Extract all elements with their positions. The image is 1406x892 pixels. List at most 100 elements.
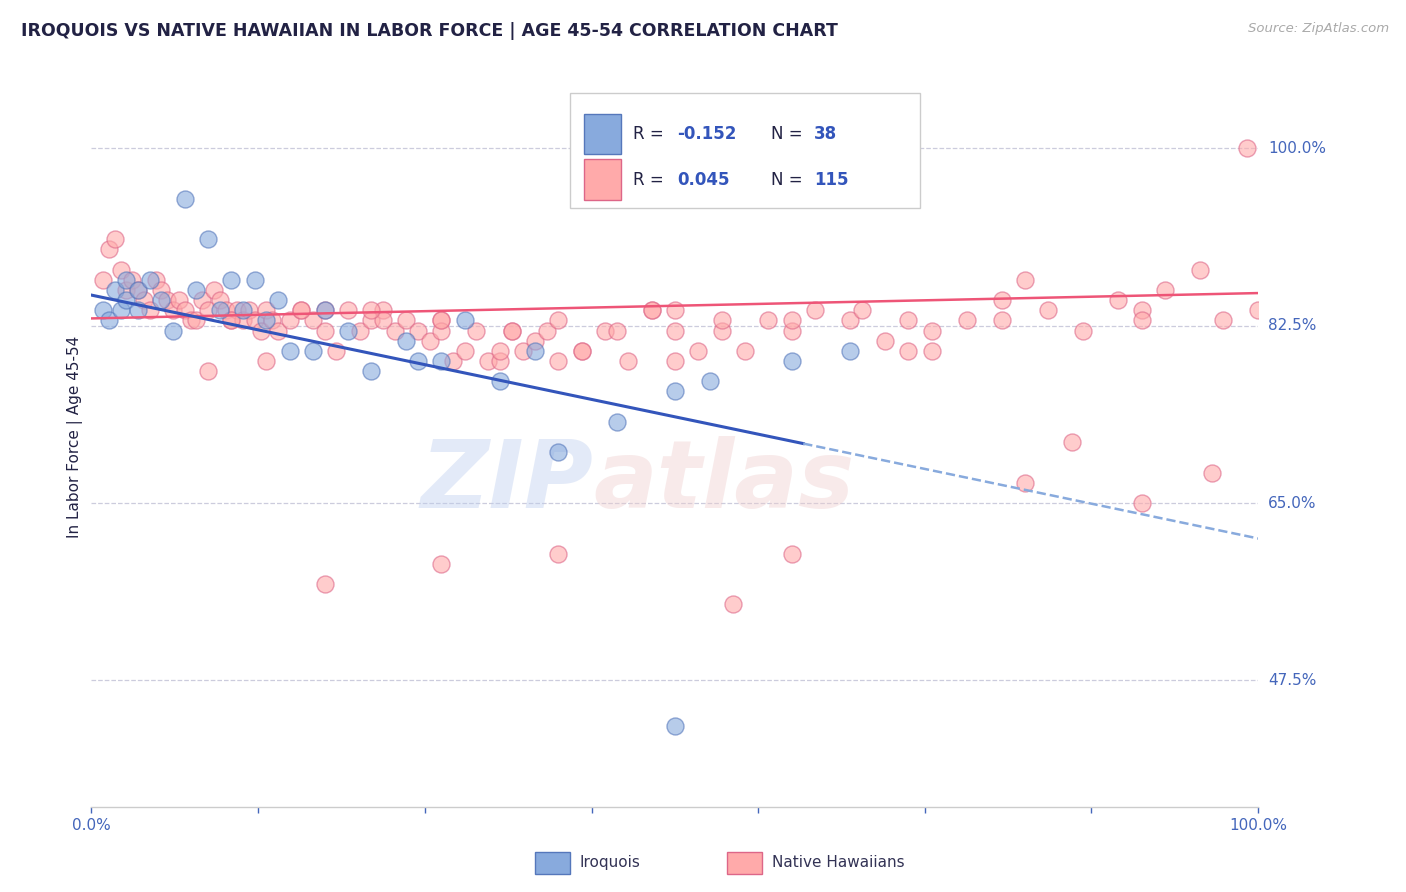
- Point: [232, 303, 254, 318]
- Point: [1038, 303, 1060, 318]
- Point: [325, 343, 347, 358]
- Point: [780, 313, 803, 327]
- Point: [617, 354, 640, 368]
- Point: [256, 354, 278, 368]
- Point: [547, 445, 569, 459]
- Point: [208, 293, 231, 308]
- Point: [664, 303, 686, 318]
- Point: [664, 384, 686, 399]
- Point: [956, 313, 979, 327]
- Point: [489, 354, 512, 368]
- Point: [1247, 303, 1270, 318]
- Point: [267, 293, 290, 308]
- Point: [156, 293, 179, 308]
- FancyBboxPatch shape: [569, 93, 920, 208]
- Point: [384, 324, 406, 338]
- Point: [243, 273, 266, 287]
- Point: [167, 293, 190, 308]
- Point: [110, 303, 132, 318]
- Point: [104, 283, 127, 297]
- Point: [406, 354, 429, 368]
- Point: [1212, 313, 1234, 327]
- Text: 82.5%: 82.5%: [1268, 318, 1316, 333]
- Point: [180, 313, 202, 327]
- Point: [489, 374, 512, 388]
- Point: [454, 343, 477, 358]
- Point: [115, 273, 138, 287]
- Point: [465, 324, 488, 338]
- Point: [302, 343, 325, 358]
- Text: Iroquois: Iroquois: [579, 855, 640, 871]
- Point: [115, 283, 138, 297]
- Point: [262, 313, 284, 327]
- Point: [780, 324, 803, 338]
- Point: [395, 334, 418, 348]
- Point: [395, 313, 418, 327]
- Point: [780, 547, 803, 561]
- Point: [197, 303, 219, 318]
- Point: [873, 334, 896, 348]
- Text: 115: 115: [814, 170, 848, 189]
- Point: [243, 313, 266, 327]
- Point: [371, 313, 394, 327]
- Point: [290, 303, 312, 318]
- Point: [186, 283, 208, 297]
- Point: [990, 293, 1012, 308]
- Point: [512, 343, 534, 358]
- Point: [838, 313, 860, 327]
- Point: [202, 283, 225, 297]
- Point: [173, 303, 195, 318]
- Point: [371, 303, 394, 318]
- Text: Source: ZipAtlas.com: Source: ZipAtlas.com: [1249, 22, 1389, 36]
- Point: [593, 324, 616, 338]
- Point: [1201, 466, 1223, 480]
- Point: [91, 303, 114, 318]
- Point: [208, 303, 231, 318]
- Bar: [583, 160, 621, 200]
- Point: [132, 293, 155, 308]
- Point: [419, 334, 441, 348]
- Point: [91, 273, 114, 287]
- Point: [571, 343, 593, 358]
- Point: [278, 343, 301, 358]
- Point: [1060, 435, 1083, 450]
- Point: [104, 232, 127, 246]
- Point: [536, 324, 558, 338]
- Point: [127, 283, 149, 297]
- Point: [1107, 293, 1129, 308]
- Text: Native Hawaiians: Native Hawaiians: [772, 855, 904, 871]
- Point: [523, 343, 546, 358]
- Point: [256, 313, 278, 327]
- Point: [699, 374, 721, 388]
- Point: [501, 324, 523, 338]
- Point: [97, 243, 120, 257]
- Point: [664, 324, 686, 338]
- Point: [804, 303, 827, 318]
- Text: 65.0%: 65.0%: [1268, 495, 1316, 510]
- Point: [278, 313, 301, 327]
- Point: [349, 324, 371, 338]
- Point: [990, 313, 1012, 327]
- Point: [138, 303, 162, 318]
- Point: [97, 313, 120, 327]
- Point: [121, 273, 143, 287]
- Text: 0.045: 0.045: [678, 170, 730, 189]
- Point: [640, 303, 662, 318]
- Point: [226, 303, 249, 318]
- Point: [547, 354, 569, 368]
- Text: N =: N =: [770, 170, 807, 189]
- Point: [191, 293, 214, 308]
- Point: [186, 313, 208, 327]
- Point: [430, 324, 453, 338]
- Point: [290, 303, 312, 318]
- Point: [406, 324, 429, 338]
- Point: [314, 303, 336, 318]
- Point: [197, 232, 219, 246]
- Point: [921, 343, 943, 358]
- Point: [547, 313, 569, 327]
- Point: [302, 313, 325, 327]
- Point: [145, 273, 167, 287]
- Point: [606, 324, 628, 338]
- Point: [1014, 273, 1036, 287]
- Point: [162, 303, 184, 318]
